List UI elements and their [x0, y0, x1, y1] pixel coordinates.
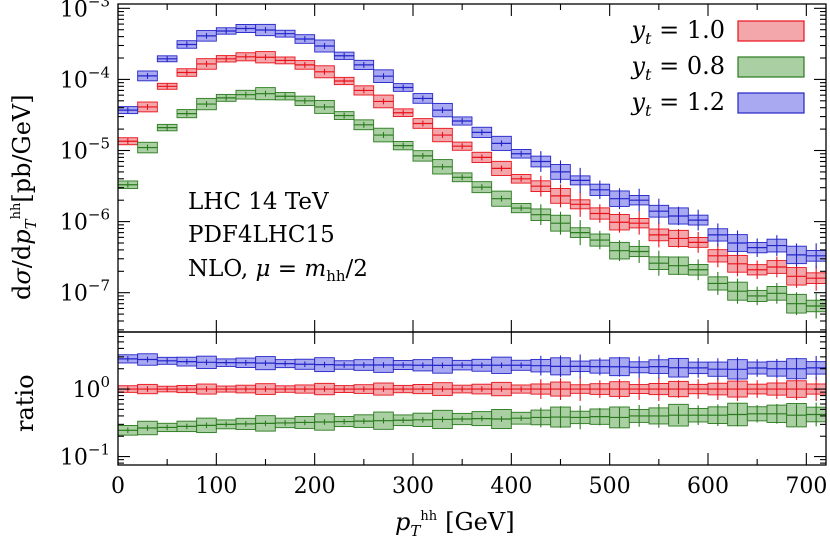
- top-ytick-label-3: 10−4: [60, 63, 110, 93]
- ratio-ytick-label-1: 100: [72, 373, 110, 403]
- ratio-series-bands: [117, 353, 827, 436]
- top-y-axis-label: dσ/dpThh[pb/GeV]: [8, 94, 40, 300]
- legend-label-2: yt = 1.2: [630, 88, 725, 120]
- legend-swatch-0: [737, 20, 805, 42]
- xtick-label-6: 600: [687, 474, 729, 499]
- annotation-line-1: LHC 14 TeV: [188, 189, 329, 215]
- xtick-label-3: 300: [392, 474, 434, 499]
- x-axis-unit: [GeV]: [445, 508, 514, 536]
- legend-label-1: yt = 0.8: [630, 52, 725, 84]
- xtick-label-5: 500: [589, 474, 631, 499]
- top-y-axis-unit: [pb/GeV]: [8, 94, 36, 202]
- legend-label-0: yt = 1.0: [630, 16, 725, 48]
- axis-tick-labels: 10−7 10−6 10−5 10−4 10−3 10−1 100 0 100 200 300 400…: [60, 0, 827, 499]
- xtick-label-7: 700: [785, 474, 827, 499]
- top-ytick-label-4: 10−3: [60, 0, 110, 22]
- ratio-ytick-label-0: 10−1: [60, 441, 110, 471]
- top-series-lines: [118, 25, 826, 319]
- legend: yt = 1.0 yt = 0.8 yt = 1.2: [630, 16, 805, 120]
- ratio-panel-frame: [117, 331, 827, 466]
- ratio-y-axis-label: ratio: [11, 374, 39, 432]
- x-axis-label: pThh [GeV]: [395, 508, 515, 540]
- legend-swatch-2: [737, 92, 805, 114]
- xtick-label-4: 400: [490, 474, 532, 499]
- legend-swatch-1: [737, 56, 805, 78]
- annotation-line-3: NLO, μ = mhh/2: [188, 256, 368, 285]
- xtick-label-2: 200: [294, 474, 336, 499]
- ratio-series-lines: [118, 354, 826, 434]
- xtick-label-0: 0: [111, 474, 125, 499]
- axis-ticks: [117, 4, 826, 465]
- top-ytick-label-2: 10−5: [60, 135, 110, 165]
- annotation-line-2: PDF4LHC15: [188, 222, 335, 248]
- xtick-label-1: 100: [195, 474, 237, 499]
- top-ytick-label-1: 10−6: [60, 206, 110, 236]
- top-ytick-label-0: 10−7: [60, 277, 110, 307]
